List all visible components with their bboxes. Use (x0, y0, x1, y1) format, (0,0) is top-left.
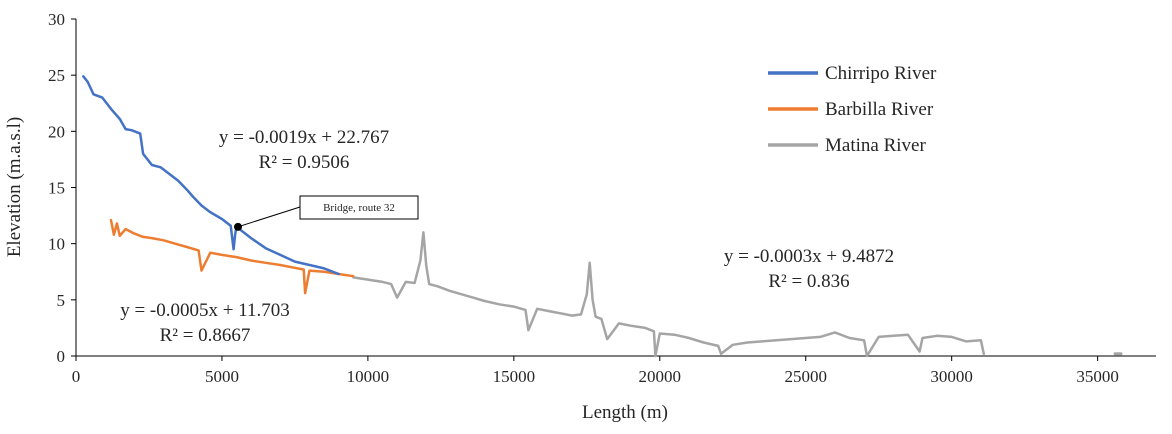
y-tick-label: 30 (48, 10, 65, 29)
y-tick-label: 15 (48, 179, 65, 198)
callout-box (299, 195, 419, 220)
y-tick-label: 5 (57, 291, 66, 310)
legend-label-matina: Matina River (825, 135, 926, 156)
y-tick-label: 0 (57, 347, 66, 366)
legend-item-matina: Matina River (768, 135, 926, 156)
x-tick-label: 0 (72, 367, 81, 386)
trendline-equation-chirripo: y = -0.0019x + 22.767 (219, 127, 389, 148)
trendline-r2-barbilla: R² = 0.8667 (160, 325, 251, 346)
series-line-matina (352, 231, 986, 358)
x-tick-label: 15000 (493, 367, 536, 386)
axes-layer: 0 5 10 15 20 25 30 0 5000 10000 15000 20000 25000 300… (48, 10, 1156, 386)
legend-label-chirripo: Chirripo River (825, 63, 937, 84)
trendline-equation-barbilla: y = -0.0005x + 11.703 (120, 300, 290, 321)
x-tick-label: 20000 (639, 367, 682, 386)
trendline-label-matina: y = -0.0003x + 9.4872 R² = 0.836 (724, 246, 894, 292)
trendline-label-barbilla: y = -0.0005x + 11.703 R² = 0.8667 (120, 300, 290, 346)
x-tick-label: 35000 (1076, 367, 1119, 386)
y-tick-label: 25 (48, 66, 65, 85)
y-tick-label: 10 (48, 235, 65, 254)
series-layer (82, 75, 1123, 358)
callout-text: Bridge, route 32 (323, 202, 395, 214)
x-axis-title: Length (m) (582, 402, 668, 423)
legend-label-barbilla: Barbilla River (825, 99, 934, 120)
y-tick-label: 20 (48, 122, 65, 141)
callout-leader-line (237, 206, 301, 228)
trendline-r2-chirripo: R² = 0.9506 (259, 152, 350, 173)
x-tick-label: 30000 (930, 367, 973, 386)
series-line-barbilla (109, 218, 355, 295)
x-tick-label: 5000 (205, 367, 239, 386)
y-axis-title: Elevation (m.a.s.l) (4, 117, 25, 257)
x-tick-label: 10000 (347, 367, 390, 386)
legend-item-barbilla: Barbilla River (768, 99, 934, 120)
trendline-r2-matina: R² = 0.836 (768, 271, 849, 292)
series-line-chirripo (82, 75, 340, 276)
trendline-label-chirripo: y = -0.0019x + 22.767 R² = 0.9506 (219, 127, 389, 173)
legend-item-chirripo: Chirripo River (768, 63, 937, 84)
legend: Chirripo River Barbilla River Matina Riv… (768, 63, 937, 156)
bridge-callout: Bridge, route 32 (234, 195, 419, 231)
callout-marker (234, 222, 242, 231)
trendline-equation-matina: y = -0.0003x + 9.4872 (724, 246, 894, 267)
x-tick-label: 25000 (784, 367, 827, 386)
